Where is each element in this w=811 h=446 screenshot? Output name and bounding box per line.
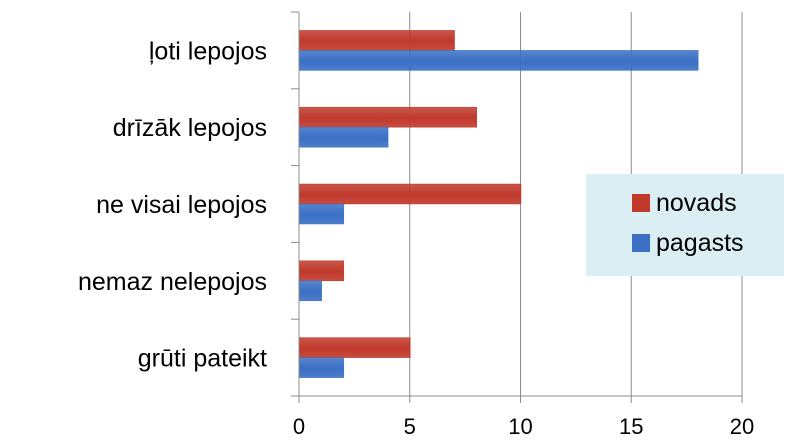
legend-swatch-novads — [632, 194, 650, 212]
category-label-nemaz-nelepojos: nemaz nelepojos — [78, 268, 267, 296]
legend-label-pagasts: pagasts — [656, 229, 744, 257]
bars-layer — [299, 30, 699, 378]
legend: novads pagasts — [586, 174, 784, 276]
bar-pagasts-drizak-lepojos — [299, 126, 389, 148]
category-label-gruti-pateikt: grūti pateikt — [138, 345, 267, 373]
legend-label-novads: novads — [656, 189, 737, 217]
category-label-loti-lepojos: ļoti lepojos — [149, 37, 267, 65]
bar-novads-loti-lepojos — [299, 30, 455, 51]
x-tick-label-15: 15 — [619, 414, 643, 439]
legend-swatch-pagasts — [632, 234, 650, 252]
bar-pagasts-loti-lepojos — [299, 50, 699, 71]
bar-novads-gruti-pateikt — [299, 337, 411, 358]
category-label-ne-visai-lepojos: ne visai lepojos — [96, 191, 267, 219]
bar-pagasts-nemaz-nelepojos — [299, 280, 322, 302]
legend-box — [586, 174, 784, 276]
bar-novads-nemaz-nelepojos — [299, 260, 345, 282]
bar-novads-drizak-lepojos — [299, 106, 477, 128]
bar-novads-ne-visai-lepojos — [299, 183, 522, 205]
axis-layer: 0 5 10 15 20 — [291, 11, 754, 439]
x-tick-label-20: 20 — [730, 414, 754, 439]
x-tick-label-0: 0 — [293, 414, 305, 439]
x-tick-label-10: 10 — [508, 414, 532, 439]
bar-pagasts-ne-visai-lepojos — [299, 203, 345, 225]
x-tick-label-5: 5 — [404, 414, 416, 439]
labels-layer: ļoti lepojos drīzāk lepojos ne visai lepoj… — [78, 37, 267, 372]
bar-pagasts-gruti-pateikt — [299, 357, 345, 378]
category-label-drizak-lepojos: drīzāk lepojos — [113, 114, 267, 142]
